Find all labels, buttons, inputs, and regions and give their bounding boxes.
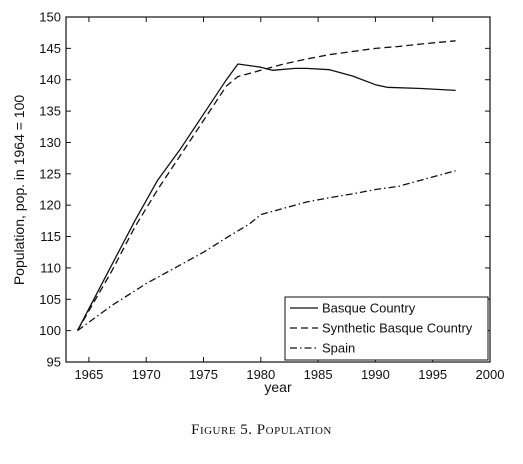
y-tick-label: 145 (39, 41, 61, 56)
y-tick-label: 140 (39, 72, 61, 87)
y-tick-label: 150 (39, 10, 61, 25)
series-line-synthetic-basque-country (76, 40, 456, 331)
x-tick-label: 1970 (132, 367, 161, 382)
x-axis-label: year (264, 379, 292, 395)
y-axis-ticks: 95 100 105 110 115 120 125 130 135 140 145 150 (39, 10, 490, 370)
x-tick-label: 1965 (74, 367, 103, 382)
y-axis-label: Population, pop. in 1964 = 100 (11, 95, 27, 286)
series-line-spain (77, 170, 456, 332)
x-tick-label: 1985 (304, 367, 333, 382)
x-tick-label: 2000 (476, 367, 505, 382)
x-tick-label: 1980 (246, 367, 275, 382)
x-tick-label: 1995 (418, 367, 447, 382)
y-tick-label: 120 (39, 198, 61, 213)
legend-label-basque-country: Basque Country (322, 301, 416, 316)
y-tick-label: 115 (40, 229, 61, 244)
x-tick-label: 1990 (361, 367, 390, 382)
y-tick-label: 105 (39, 292, 61, 307)
y-tick-label: 130 (39, 135, 61, 150)
plot-area-frame (65, 16, 491, 363)
legend-label-spain: Spain (322, 341, 355, 356)
x-axis-ticks: 1965 1970 1975 1980 1985 1990 1995 2000 (74, 17, 504, 382)
legend-box (284, 296, 489, 361)
series-lines (76, 40, 456, 332)
y-tick-label: 95 (47, 355, 61, 370)
figure-caption: Figure 5. Population (191, 422, 332, 438)
y-tick-label: 110 (40, 260, 61, 275)
y-tick-label: 100 (39, 323, 61, 338)
x-tick-label: 1975 (189, 367, 218, 382)
legend-label-synthetic-basque-country: Synthetic Basque Country (322, 321, 473, 336)
y-tick-label: 125 (39, 166, 61, 181)
y-tick-label: 135 (39, 104, 61, 119)
legend: Basque Country Synthetic Basque Country Sp… (284, 296, 489, 361)
population-chart: 95 100 105 110 115 120 125 130 135 140 145 150 1965… (11, 10, 504, 396)
